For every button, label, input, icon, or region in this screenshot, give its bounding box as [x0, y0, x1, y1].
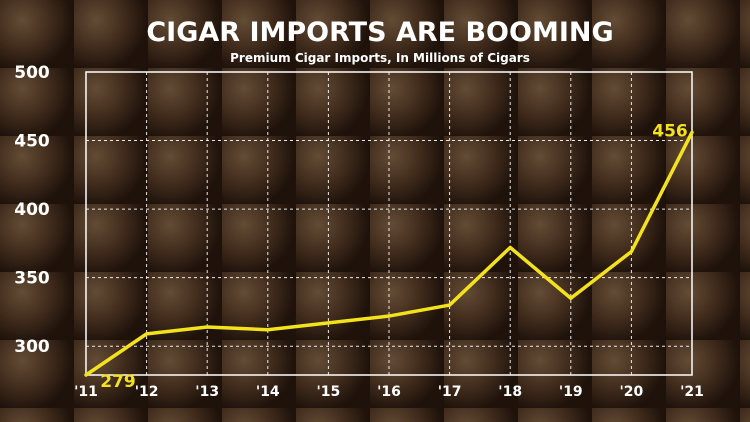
grid-lines: [86, 72, 692, 375]
x-tick-label: '18: [498, 384, 522, 400]
x-axis-ticks: '11 '12 '13 '14 '15 '16 '17 '18 '19 '20 '21: [74, 384, 704, 400]
series-line: [84, 130, 694, 377]
y-tick-label: 300: [14, 337, 50, 357]
chart-subtitle: Premium Cigar Imports, In Millions of Ci…: [230, 51, 530, 65]
plot-frame: [85, 71, 693, 376]
chart-title: CIGAR IMPORTS ARE BOOMING: [146, 17, 613, 48]
x-tick-label: '12: [135, 384, 159, 400]
x-tick-label: '15: [317, 384, 341, 400]
x-tick-label: '11: [74, 384, 98, 400]
y-tick-label: 400: [14, 200, 50, 220]
x-tick-label: '16: [377, 384, 401, 400]
x-tick-label: '17: [438, 384, 462, 400]
y-tick-label: 450: [14, 132, 50, 152]
data-label: 279: [100, 372, 136, 392]
y-tick-label: 500: [14, 63, 50, 83]
x-tick-label: '21: [680, 384, 704, 400]
y-axis-ticks: 300 350 400 450 500: [14, 63, 50, 357]
x-tick-label: '14: [256, 384, 280, 400]
x-tick-label: '19: [559, 384, 583, 400]
data-labels: 279 456: [100, 121, 688, 392]
x-tick-label: '20: [620, 384, 644, 400]
x-tick-label: '13: [195, 384, 219, 400]
data-label: 456: [652, 121, 688, 141]
series-layer: [84, 130, 694, 377]
y-tick-label: 350: [14, 269, 50, 289]
